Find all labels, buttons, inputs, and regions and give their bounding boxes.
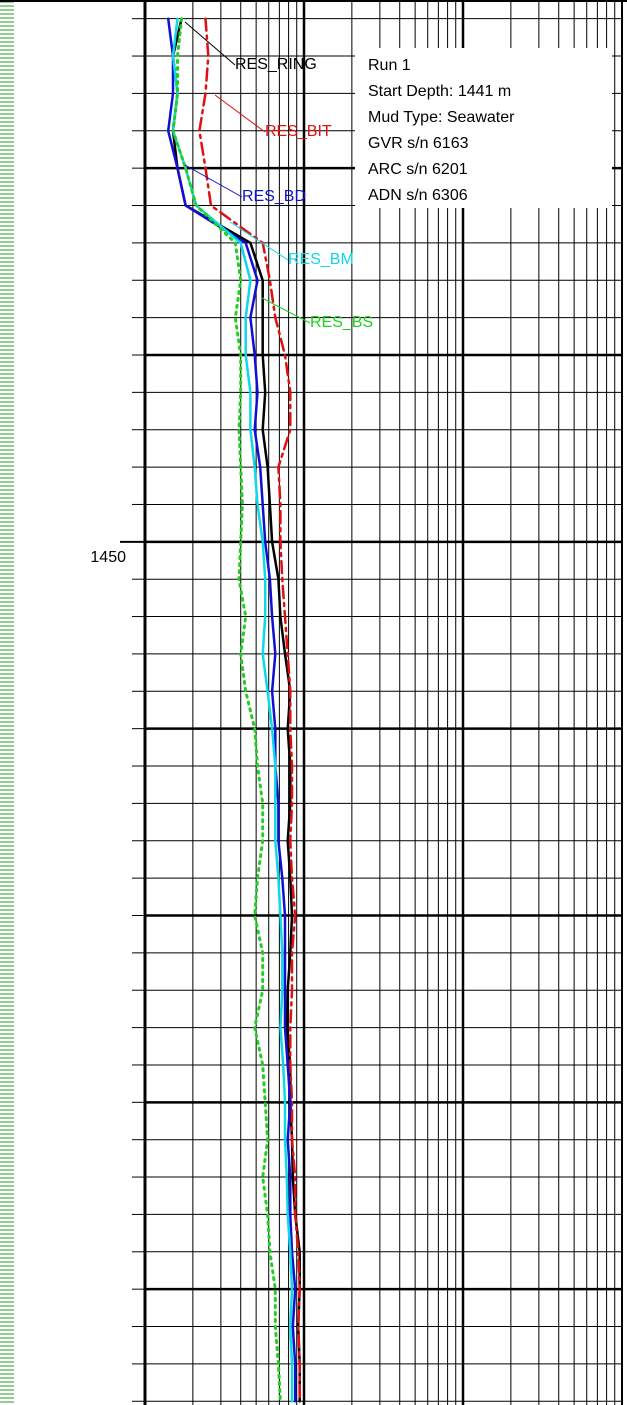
label-callout — [184, 164, 243, 198]
label-callout — [229, 221, 289, 261]
curve — [171, 17, 301, 1403]
info-text: Start Depth: 1441 m — [368, 83, 511, 100]
curve-label: RES_BIT — [265, 123, 332, 140]
info-text: Mud Type: Seawater — [368, 109, 515, 126]
curve — [198, 17, 301, 1403]
label-callout — [261, 297, 311, 324]
curve-label: RES_BM — [288, 251, 354, 268]
label-callout — [214, 94, 266, 133]
info-text: ADN s/n 6306 — [368, 187, 468, 204]
curve — [166, 17, 297, 1403]
curve — [171, 17, 294, 1403]
curve — [171, 17, 282, 1403]
info-box — [355, 48, 612, 208]
y-tick-label: 1450 — [90, 549, 126, 566]
curve-label: RES_BS — [310, 314, 373, 331]
curve-label: RES_BD — [242, 188, 306, 205]
info-text: Run 1 — [368, 57, 411, 74]
depth-strip — [0, 0, 20, 1405]
info-text: GVR s/n 6163 — [368, 135, 469, 152]
curve-label: RES_RING — [235, 56, 317, 73]
info-text: ARC s/n 6201 — [368, 161, 468, 178]
label-callout — [184, 21, 236, 66]
